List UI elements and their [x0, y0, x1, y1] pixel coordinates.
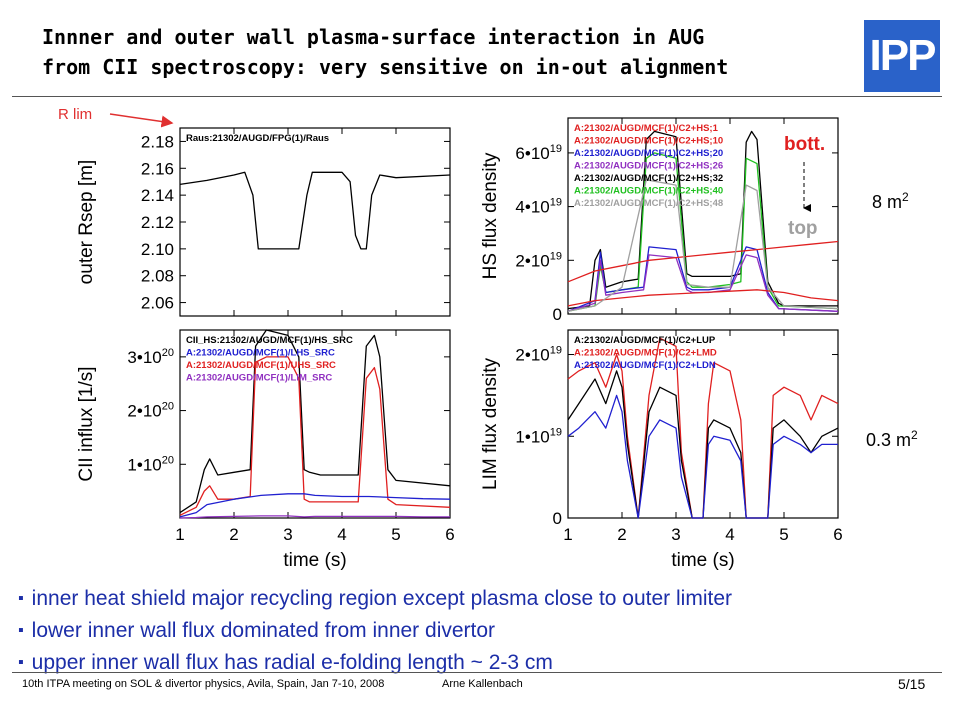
y-tick-label: 2.14 [141, 186, 174, 205]
x-tick-label: 5 [779, 525, 788, 544]
y-tick-label: 4•1019 [515, 197, 562, 217]
area-bottom-exp: 2 [911, 428, 918, 442]
y-tick-label: 0 [553, 305, 562, 324]
legend-entry: A:21302/AUGD/MCF(1)/C2+HS;10 [574, 136, 723, 147]
series-line [179, 329, 451, 514]
area-bottom-label: 0.3 m2 [866, 428, 918, 451]
plot-frame [179, 329, 451, 519]
y-axis-label: HS flux density [480, 152, 501, 279]
series-line [179, 515, 450, 519]
legend-entry: A:21302/AUGD/MCF(1)/LHS_SRC [186, 348, 335, 359]
y-axis-label: LIM flux density [480, 358, 501, 490]
series-line [567, 240, 839, 283]
legend-entry: A:21302/AUGD/MCF(1)/C2+HS;1 [574, 123, 719, 134]
y-tick-label: 2•1020 [127, 401, 174, 421]
y-tick-label: 6•1019 [515, 143, 562, 163]
x-tick-label: 1 [175, 525, 184, 544]
x-tick-label: 2 [229, 525, 238, 544]
bullet-item: lower inner wall flux dominated from inn… [18, 616, 958, 648]
slide-title: Innner and outer wall plasma-surface int… [42, 22, 842, 82]
chart-panel: 0 2•1019 4•1019 6•1019 HS flux density A:2130… [480, 117, 839, 324]
y-tick-label: 2•1019 [515, 345, 562, 365]
legend-entry: Raus:21302/AUGD/FPG(1)/Raus [186, 133, 329, 144]
legend-entry: A:21302/AUGD/MCF(1)/C2+HS;40 [574, 186, 723, 197]
y-tick-label: 0 [553, 509, 562, 528]
series-line [179, 171, 451, 250]
plot-frame [179, 127, 451, 317]
y-tick-label: 1•1020 [127, 454, 174, 474]
y-tick-label: 2.08 [141, 267, 174, 286]
x-tick-label: 3 [283, 525, 292, 544]
legend-entry: A:21302/AUGD/MCF(1)/C2+HS;26 [574, 161, 723, 172]
bullet-list: inner heat shield major recycling region… [18, 584, 958, 680]
bullet-item: inner heat shield major recycling region… [18, 584, 958, 616]
area-top-value: 8 m [872, 192, 903, 212]
y-tick-label: 2.18 [141, 132, 174, 151]
area-top-label: 8 m2 [872, 190, 909, 213]
x-axis-label: time (s) [283, 550, 346, 571]
legend-entry: A:21302/AUGD/MCF(1)/C2+LUP [574, 335, 716, 346]
rlim-arrow [109, 113, 174, 128]
rlim-label: R lim [58, 106, 93, 123]
x-tick-label: 4 [337, 525, 346, 544]
legend-entry: A:21302/AUGD/MCF(1)/C2+LMD [574, 348, 717, 359]
x-tick-label: 6 [445, 525, 454, 544]
legend-entry: A:21302/AUGD/MCF(1)/C2+HS;32 [574, 173, 723, 184]
x-tick-label: 4 [725, 525, 734, 544]
x-tick-label: 5 [391, 525, 400, 544]
chart-panel: 1•1020 2•1020 3•1020 1 2 3 4 5 6 time (s) CII infl… [76, 329, 455, 571]
series-line [567, 179, 839, 312]
y-axis-label: CII influx [1/s] [76, 366, 97, 481]
chart-panel: 0 1•1019 2•1019 1 2 3 4 5 6 time (s) LIM flux dens… [480, 329, 843, 571]
plot-frame [567, 329, 839, 519]
annotation-top: top [788, 218, 818, 239]
slide-title-line-2: from CII spectroscopy: very sensitive on… [42, 55, 729, 79]
y-tick-label: 2.10 [141, 240, 174, 259]
series-line [179, 493, 451, 518]
y-tick-label: 2.12 [141, 213, 174, 232]
plot-frame [567, 117, 839, 315]
x-tick-label: 1 [563, 525, 572, 544]
footer-divider [12, 672, 942, 673]
y-axis-label: outer Rsep [m] [76, 160, 97, 285]
legend-entry: A:21302/AUGD/MCF(1)/C2+HS;20 [574, 148, 723, 159]
legend-entry: A:21302/AUGD/MCF(1)/C2+LDN [574, 360, 716, 371]
series-line [179, 356, 451, 516]
x-tick-label: 3 [671, 525, 680, 544]
footer-author: Arne Kallenbach [442, 678, 523, 690]
y-tick-label: 1•1019 [515, 426, 562, 446]
bullet-item: upper inner wall flux has radial e-foldi… [18, 648, 958, 680]
legend-entry: CII_HS:21302/AUGD/MCF(1)/HS_SRC [186, 335, 353, 346]
series-line [567, 246, 839, 312]
plot-panels: 2.06 2.08 2.10 2.12 2.14 2.16 2.18 outer Rsep [… [76, 117, 843, 571]
y-tick-label: 2.06 [141, 294, 174, 313]
ipp-logo: IPP [864, 20, 940, 92]
chart-panel: 2.06 2.08 2.10 2.12 2.14 2.16 2.18 outer Rsep [… [76, 127, 451, 317]
area-bottom-value: 0.3 m [866, 430, 912, 450]
series-line [567, 394, 838, 519]
legend-entry: A:21302/AUGD/MCF(1)/UHS_SRC [186, 360, 336, 371]
x-tick-label: 6 [833, 525, 842, 544]
page-number: 5/15 [898, 676, 926, 692]
area-top-exp: 2 [902, 190, 909, 204]
series-line [567, 289, 839, 307]
series-line [567, 254, 839, 312]
slide-title-line-1: Innner and outer wall plasma-surface int… [42, 25, 705, 49]
y-tick-label: 2.16 [141, 159, 174, 178]
title-divider [12, 96, 942, 97]
footer-meeting: 10th ITPA meeting on SOL & divertor phys… [22, 678, 385, 690]
y-tick-label: 3•1020 [127, 347, 174, 367]
legend-entry: A:21302/AUGD/MCF(1)/LIM_SRC [186, 373, 332, 384]
annotation-bott: bott. [784, 134, 825, 155]
x-tick-label: 2 [617, 525, 626, 544]
y-tick-label: 2•1019 [515, 250, 562, 270]
legend-entry: A:21302/AUGD/MCF(1)/C2+HS;48 [574, 198, 723, 209]
x-axis-label: time (s) [671, 550, 734, 571]
